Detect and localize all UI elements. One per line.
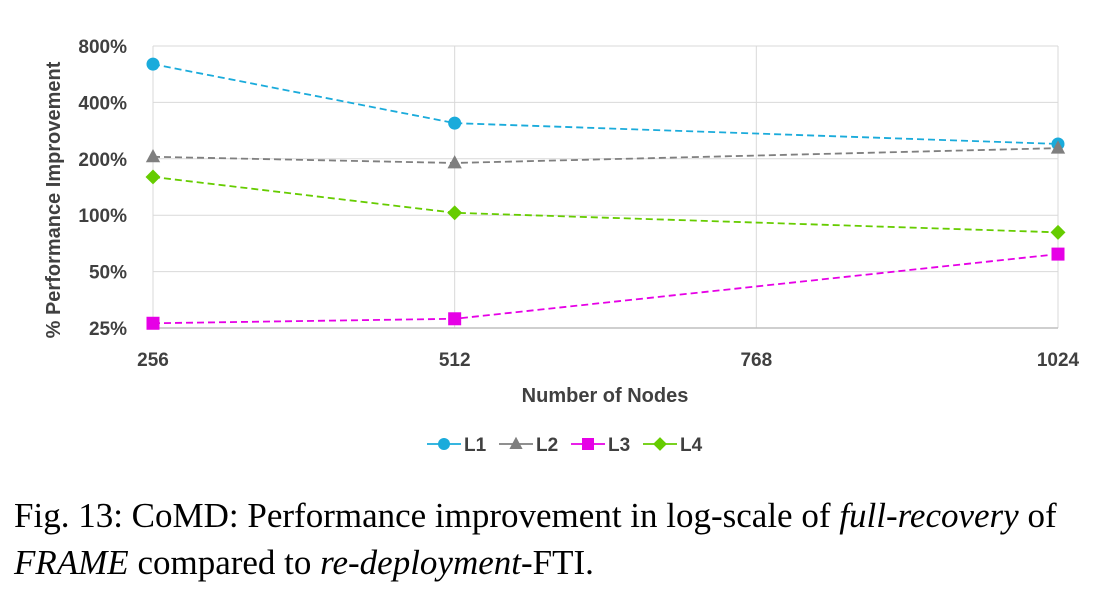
legend-item-l3: L3 (571, 435, 630, 456)
legend: L1 L2 L3 L4 (427, 435, 703, 456)
figure-caption: Fig. 13: CoMD: Performance improvement i… (14, 492, 1104, 586)
series-l2 (145, 140, 1066, 169)
point-l3-1024 (1051, 247, 1065, 261)
point-l1-512 (448, 116, 462, 130)
point-l4-1024 (1050, 224, 1066, 240)
grid (152, 45, 1059, 329)
point-l1-256 (146, 57, 160, 71)
point-l3-256 (146, 316, 160, 330)
legend-marker-l1 (438, 438, 450, 450)
caption-suffix: -FTI. (521, 543, 594, 582)
legend-label-l2: L2 (536, 435, 558, 456)
y-axis-title: % Performance Improvement (43, 61, 65, 338)
legend-item-l1: L1 (427, 435, 487, 456)
legend-marker-l3 (582, 438, 594, 450)
point-l2-1024 (1050, 140, 1066, 154)
y-tick-label-400: 400% (78, 93, 127, 114)
legend-label-l1: L1 (464, 435, 487, 456)
y-tick-label-800: 800% (78, 37, 127, 58)
caption-emphasis-re-deployment: re-deployment (320, 543, 521, 582)
y-tick-label-100: 100% (78, 206, 127, 227)
x-axis-title: Number of Nodes (522, 385, 689, 407)
series-l1 (146, 57, 1065, 151)
legend-marker-l2 (509, 436, 523, 450)
y-axis-ticks: 25% 50% 100% 200% 400% 800% (78, 37, 127, 340)
series-line-l1 (152, 63, 1059, 145)
legend-label-l4: L4 (680, 435, 703, 456)
legend-item-l2: L2 (499, 435, 558, 456)
chart: 25% 50% 100% 200% 400% 800% 256 512 768 1024 Num… (43, 37, 1080, 456)
point-l3-512 (448, 312, 462, 326)
series-l3 (146, 247, 1065, 330)
series-line-l4 (152, 176, 1059, 234)
caption-mid-1: of (1018, 496, 1057, 535)
caption-emphasis-full-recovery: full-recovery (839, 496, 1019, 535)
y-tick-label-25: 25% (89, 319, 127, 340)
series-l4 (145, 169, 1066, 240)
point-l2-512 (447, 155, 462, 169)
point-l4-512 (447, 205, 463, 221)
x-tick-label-1024: 1024 (1037, 350, 1080, 371)
caption-emphasis-frame: FRAME (14, 543, 129, 582)
legend-label-l3: L3 (608, 435, 630, 456)
caption-mid-2: compared to (128, 543, 321, 582)
x-tick-label-256: 256 (137, 350, 169, 371)
x-tick-label-768: 768 (740, 350, 772, 371)
series-line-l2 (152, 147, 1059, 164)
caption-prefix: Fig. 13: CoMD: Performance improvement i… (14, 496, 840, 535)
x-axis-ticks: 256 512 768 1024 (137, 350, 1079, 371)
y-tick-label-50: 50% (89, 263, 127, 284)
x-tick-label-512: 512 (439, 350, 471, 371)
y-tick-label-200: 200% (78, 150, 127, 171)
series-layer (145, 57, 1066, 330)
point-l4-256 (145, 169, 161, 185)
legend-marker-l4 (653, 437, 667, 451)
legend-item-l4: L4 (643, 435, 703, 456)
series-line-l3 (152, 253, 1059, 325)
point-l2-256 (145, 148, 161, 163)
